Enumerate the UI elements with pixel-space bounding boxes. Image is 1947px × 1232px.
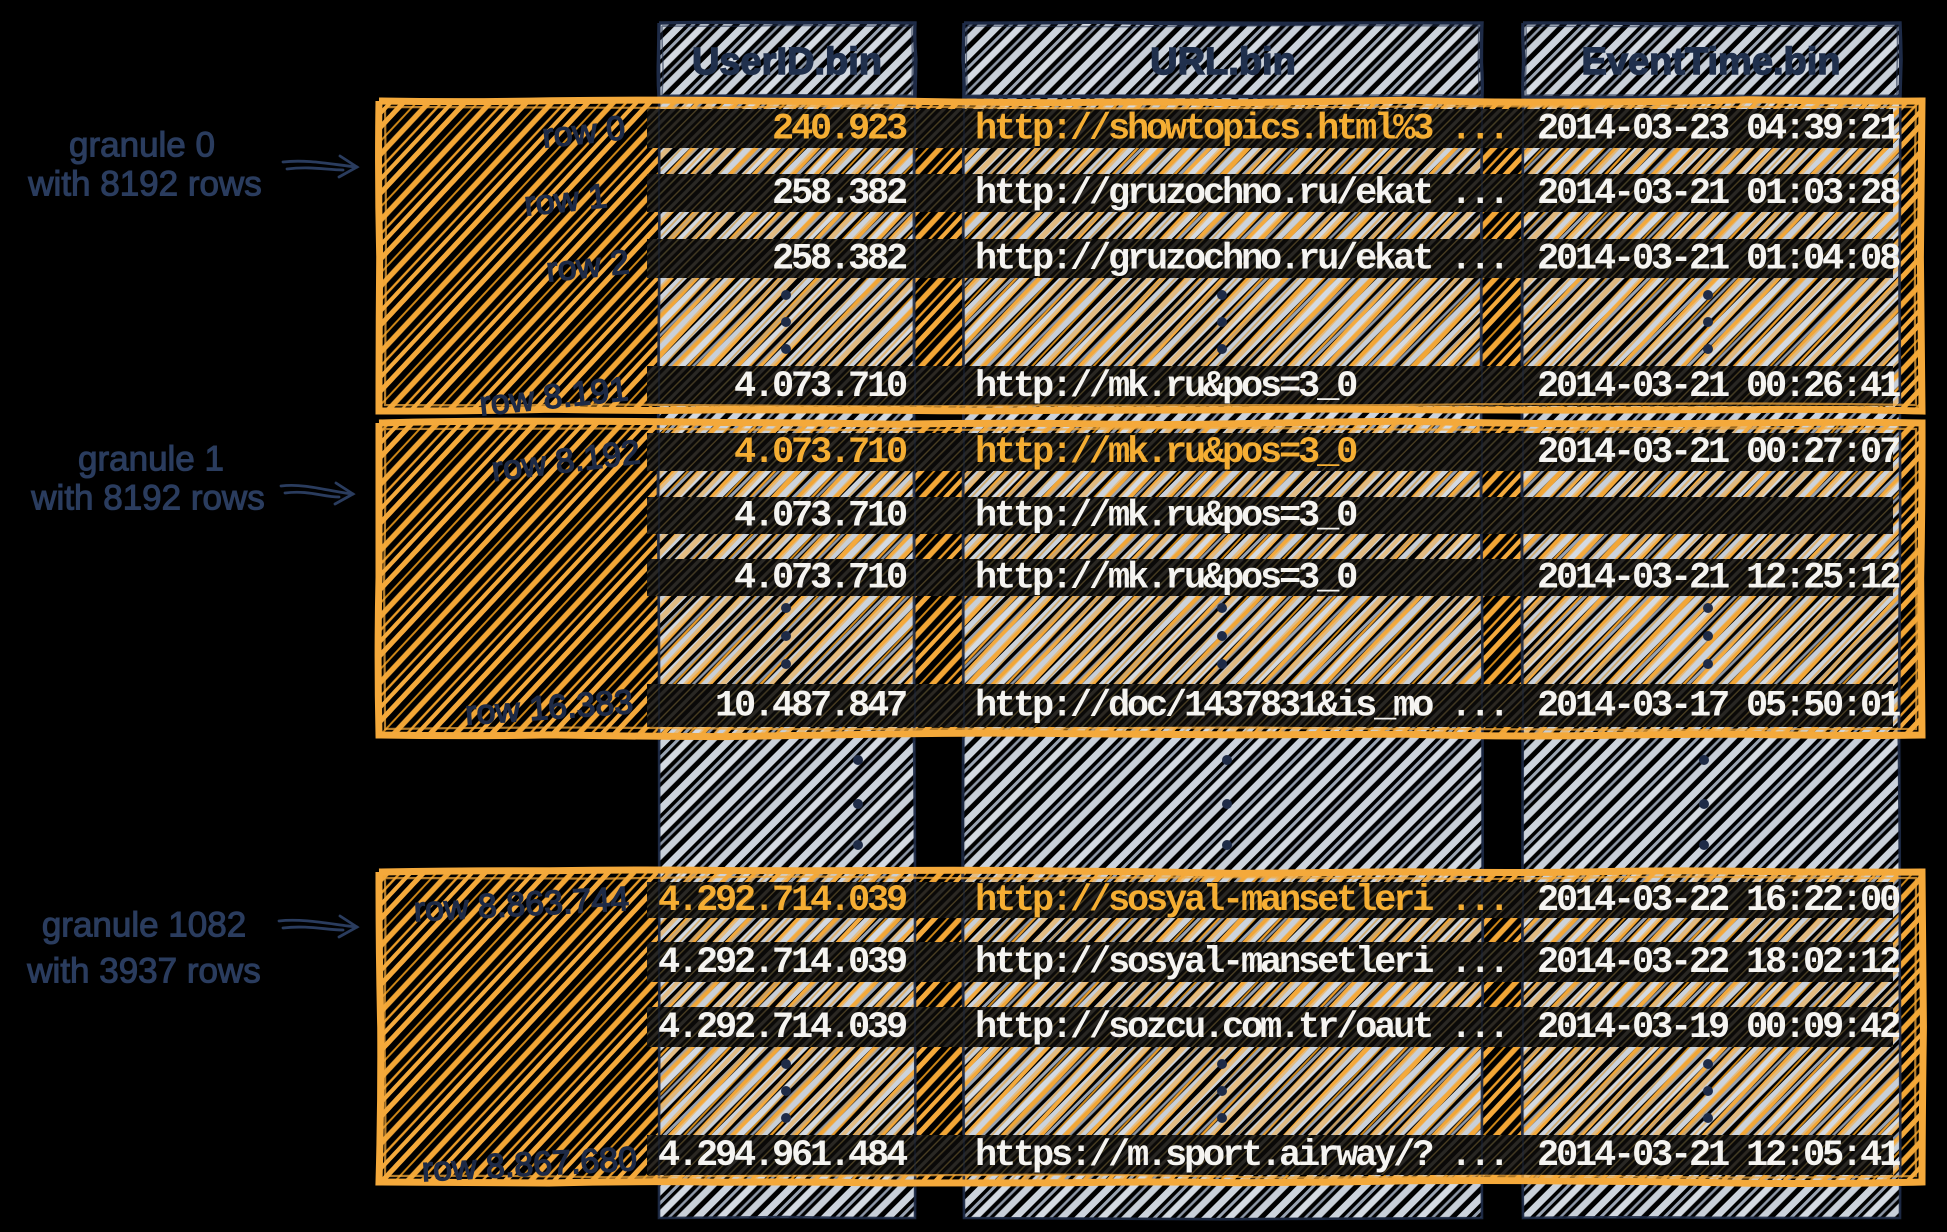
svg-text:258.382: 258.382 xyxy=(772,173,907,215)
svg-text:http://sosyal-mansetleri ...: http://sosyal-mansetleri ... xyxy=(975,942,1507,984)
svg-text:http://sosyal-mansetleri ...: http://sosyal-mansetleri ... xyxy=(975,880,1507,922)
svg-text:2014-03-23 04:39:21: 2014-03-23 04:39:21 xyxy=(1537,109,1900,151)
svg-text:2014-03-19 00:09:42: 2014-03-19 00:09:42 xyxy=(1537,1007,1900,1049)
svg-text:4.294.961.484: 4.294.961.484 xyxy=(658,1135,908,1177)
svg-text:2014-03-21 00:26:41: 2014-03-21 00:26:41 xyxy=(1537,366,1900,408)
svg-text:with 3937 rows: with 3937 rows xyxy=(26,952,260,991)
svg-text:10.487.847: 10.487.847 xyxy=(715,686,906,728)
svg-text:4.073.710: 4.073.710 xyxy=(734,496,907,538)
svg-text:with 8192 rows: with 8192 rows xyxy=(30,479,264,518)
svg-text:4.073.710: 4.073.710 xyxy=(734,366,907,408)
svg-text:4.292.714.039: 4.292.714.039 xyxy=(658,880,906,922)
svg-text:http://mk.ru&pos=3_0: http://mk.ru&pos=3_0 xyxy=(975,366,1357,408)
svg-text:EventTime.bin: EventTime.bin xyxy=(1581,41,1840,83)
svg-text:258.382: 258.382 xyxy=(772,239,907,281)
svg-text:UserID.bin: UserID.bin xyxy=(692,41,882,83)
svg-text:https://m.sport.airway/? ...: https://m.sport.airway/? ... xyxy=(975,1135,1507,1177)
svg-text:http://mk.ru&pos=3_0: http://mk.ru&pos=3_0 xyxy=(975,496,1357,538)
svg-text:240.923: 240.923 xyxy=(772,109,907,151)
svg-text:http://doc/1437831&is_mo ...: http://doc/1437831&is_mo ... xyxy=(975,686,1507,728)
svg-text:4.292.714.039: 4.292.714.039 xyxy=(658,1007,906,1049)
svg-text:row 2: row 2 xyxy=(544,243,631,289)
svg-text:http://gruzochno.ru/ekat ...: http://gruzochno.ru/ekat ... xyxy=(975,239,1507,281)
svg-text:http://gruzochno.ru/ekat ...: http://gruzochno.ru/ekat ... xyxy=(975,173,1507,215)
svg-text:granule 1: granule 1 xyxy=(78,440,224,479)
svg-text:4.292.714.039: 4.292.714.039 xyxy=(658,942,906,984)
svg-text:row 0: row 0 xyxy=(540,109,627,155)
svg-text:row 8.863.744: row 8.863.744 xyxy=(413,880,630,929)
svg-text:http://mk.ru&pos=3_0: http://mk.ru&pos=3_0 xyxy=(975,432,1357,474)
svg-text:2014-03-22 18:02:12: 2014-03-22 18:02:12 xyxy=(1537,942,1900,984)
svg-text:4.073.710: 4.073.710 xyxy=(734,432,907,474)
svg-text:with 8192 rows: with 8192 rows xyxy=(27,165,261,204)
svg-text:2014-03-21 12:25:12: 2014-03-21 12:25:12 xyxy=(1537,558,1900,600)
svg-text:2014-03-21 00:27:07: 2014-03-21 00:27:07 xyxy=(1537,432,1899,474)
svg-text:http://showtopics.html%3 ...: http://showtopics.html%3 ... xyxy=(975,109,1507,151)
svg-text:2014-03-22 16:22:00: 2014-03-22 16:22:00 xyxy=(1537,880,1900,922)
svg-text:row 1: row 1 xyxy=(522,177,609,223)
svg-text:granule 1082: granule 1082 xyxy=(42,906,246,945)
svg-text:2014-03-21 01:04:08: 2014-03-21 01:04:08 xyxy=(1537,239,1900,281)
svg-text:4.073.710: 4.073.710 xyxy=(734,558,907,600)
svg-text:2014-03-21 01:03:28: 2014-03-21 01:03:28 xyxy=(1537,173,1900,215)
svg-text:URL.bin: URL.bin xyxy=(1150,41,1296,83)
svg-text:http://sozcu.com.tr/oaut ...: http://sozcu.com.tr/oaut ... xyxy=(975,1007,1507,1049)
svg-text:2014-03-17 05:50:01: 2014-03-17 05:50:01 xyxy=(1537,686,1900,728)
svg-text:granule 0: granule 0 xyxy=(69,126,215,165)
svg-text:http://mk.ru&pos=3_0: http://mk.ru&pos=3_0 xyxy=(975,558,1357,600)
svg-text:2014-03-21 12:05:41: 2014-03-21 12:05:41 xyxy=(1537,1135,1900,1177)
